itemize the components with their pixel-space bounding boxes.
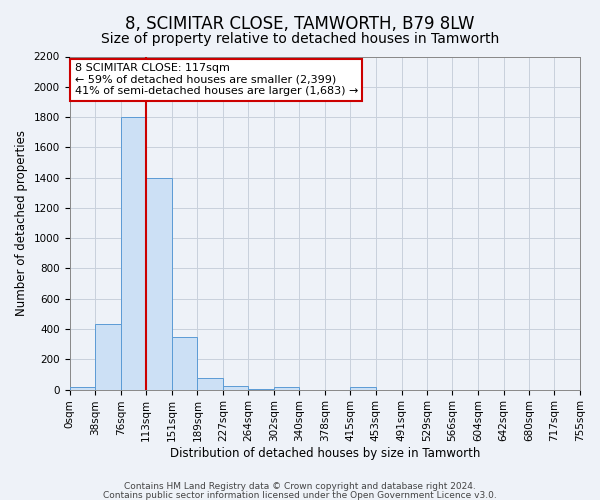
Bar [223,386,248,390]
Bar [248,389,274,390]
Text: Size of property relative to detached houses in Tamworth: Size of property relative to detached ho… [101,32,499,46]
Bar [350,388,376,390]
Bar [172,336,197,390]
Bar [95,324,121,390]
Bar [197,378,223,390]
Bar [70,388,95,390]
Y-axis label: Number of detached properties: Number of detached properties [15,130,28,316]
Text: Contains HM Land Registry data © Crown copyright and database right 2024.: Contains HM Land Registry data © Crown c… [124,482,476,491]
Text: 8, SCIMITAR CLOSE, TAMWORTH, B79 8LW: 8, SCIMITAR CLOSE, TAMWORTH, B79 8LW [125,15,475,33]
Bar [146,178,172,390]
Bar [274,388,299,390]
Text: 8 SCIMITAR CLOSE: 117sqm
← 59% of detached houses are smaller (2,399)
41% of sem: 8 SCIMITAR CLOSE: 117sqm ← 59% of detach… [74,63,358,96]
X-axis label: Distribution of detached houses by size in Tamworth: Distribution of detached houses by size … [170,447,480,460]
Bar [121,117,146,390]
Text: Contains public sector information licensed under the Open Government Licence v3: Contains public sector information licen… [103,490,497,500]
